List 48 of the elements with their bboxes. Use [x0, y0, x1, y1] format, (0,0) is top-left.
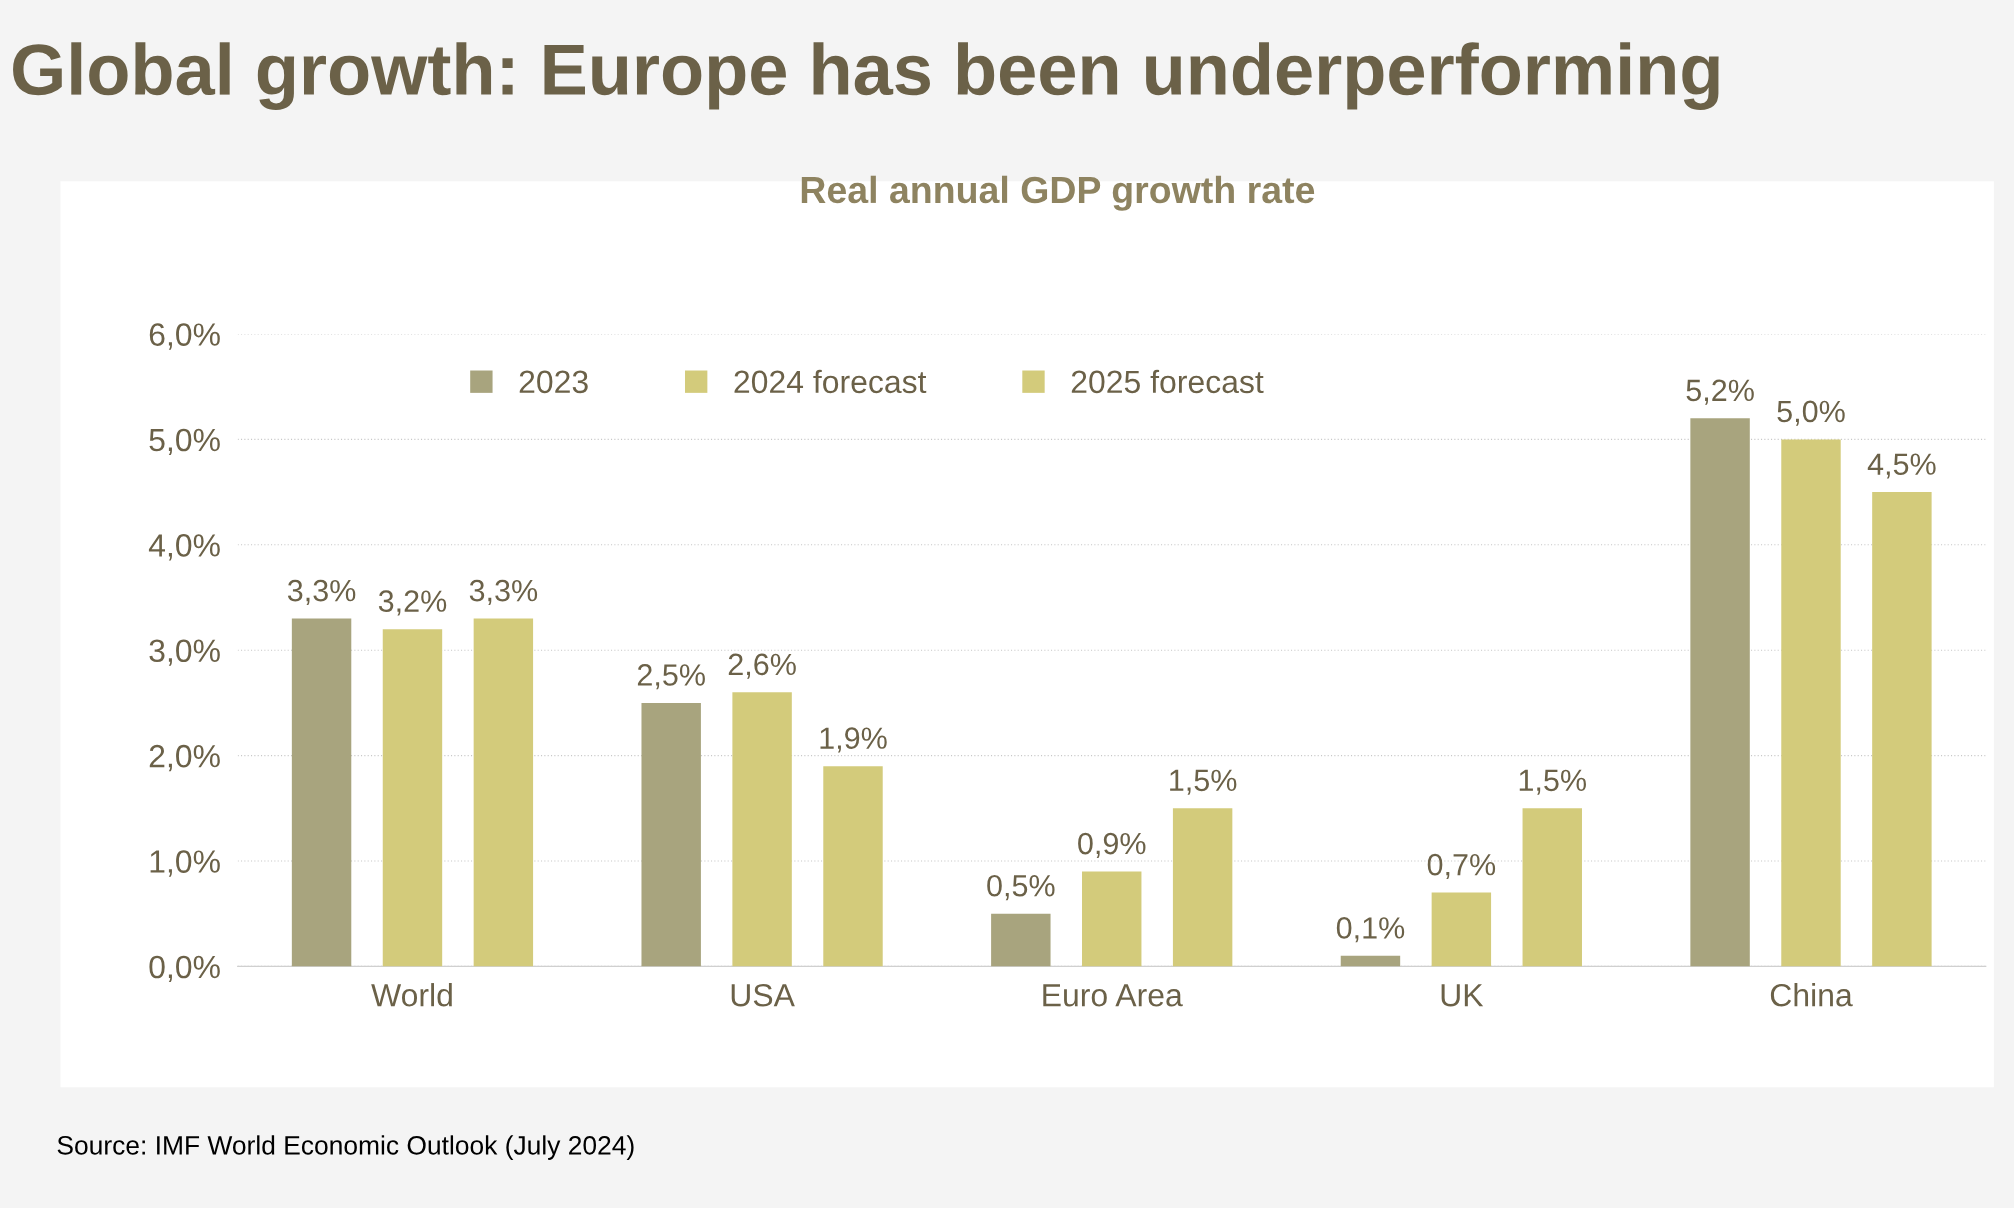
bar — [1781, 439, 1841, 967]
legend-label: 2025 forecast — [1071, 369, 1264, 394]
data-label: 3,2% — [378, 590, 447, 616]
data-label: 3,3% — [287, 579, 356, 606]
y-tick-label: 0,0% — [149, 955, 220, 983]
data-label: 1,9% — [820, 727, 887, 753]
x-tick-label: World — [371, 983, 452, 1007]
data-label: 4,5% — [1867, 453, 1936, 479]
bar — [641, 702, 701, 967]
y-tick-label: 6,0% — [149, 323, 220, 350]
data-label: 5,2% — [1686, 379, 1754, 405]
data-label: 3,3% — [469, 579, 538, 606]
bar — [991, 913, 1051, 967]
data-label: 1,5% — [1170, 769, 1237, 795]
legend-label: 2024 forecast — [734, 369, 927, 394]
x-tick-label: USA — [731, 983, 795, 1007]
legend-label: 2023 — [519, 370, 588, 394]
x-tick-label: Euro Area — [1043, 984, 1183, 1007]
data-label: 0,7% — [1427, 853, 1496, 880]
x-tick-label: UK — [1441, 984, 1484, 1007]
data-label: 2,5% — [637, 664, 705, 690]
data-label: 2,6% — [728, 653, 796, 679]
bar — [473, 618, 534, 967]
x-tick-label: China — [1770, 983, 1853, 1007]
source-note: Source: IMF World Economic Outlook (July 2024) — [57, 1135, 634, 1160]
bar — [1872, 492, 1932, 967]
y-tick-label: 2,0% — [149, 744, 220, 772]
chart-title: Global growth: Europe has been underperforming — [13, 42, 1719, 110]
bar — [1522, 808, 1582, 967]
bar — [823, 766, 883, 967]
y-tick-label: 3,0% — [149, 639, 220, 666]
bar — [1082, 871, 1142, 967]
data-label: 5,0% — [1777, 400, 1845, 426]
bar — [1690, 418, 1750, 967]
data-label: 0,9% — [1078, 832, 1146, 858]
chart-subtitle: Real annual GDP growth rate — [801, 175, 1315, 211]
bar — [382, 629, 443, 967]
y-tick-label: 1,0% — [150, 850, 220, 877]
bar — [732, 692, 792, 967]
data-label: 0,5% — [987, 874, 1055, 901]
y-tick-label: 5,0% — [149, 428, 220, 456]
bar — [1172, 808, 1233, 967]
y-tick-label: 4,0% — [148, 534, 220, 561]
data-label: 0,1% — [1336, 917, 1405, 943]
bar — [291, 618, 352, 967]
bar — [1431, 892, 1492, 967]
data-label: 1,5% — [1519, 769, 1586, 795]
bar — [1340, 955, 1401, 967]
